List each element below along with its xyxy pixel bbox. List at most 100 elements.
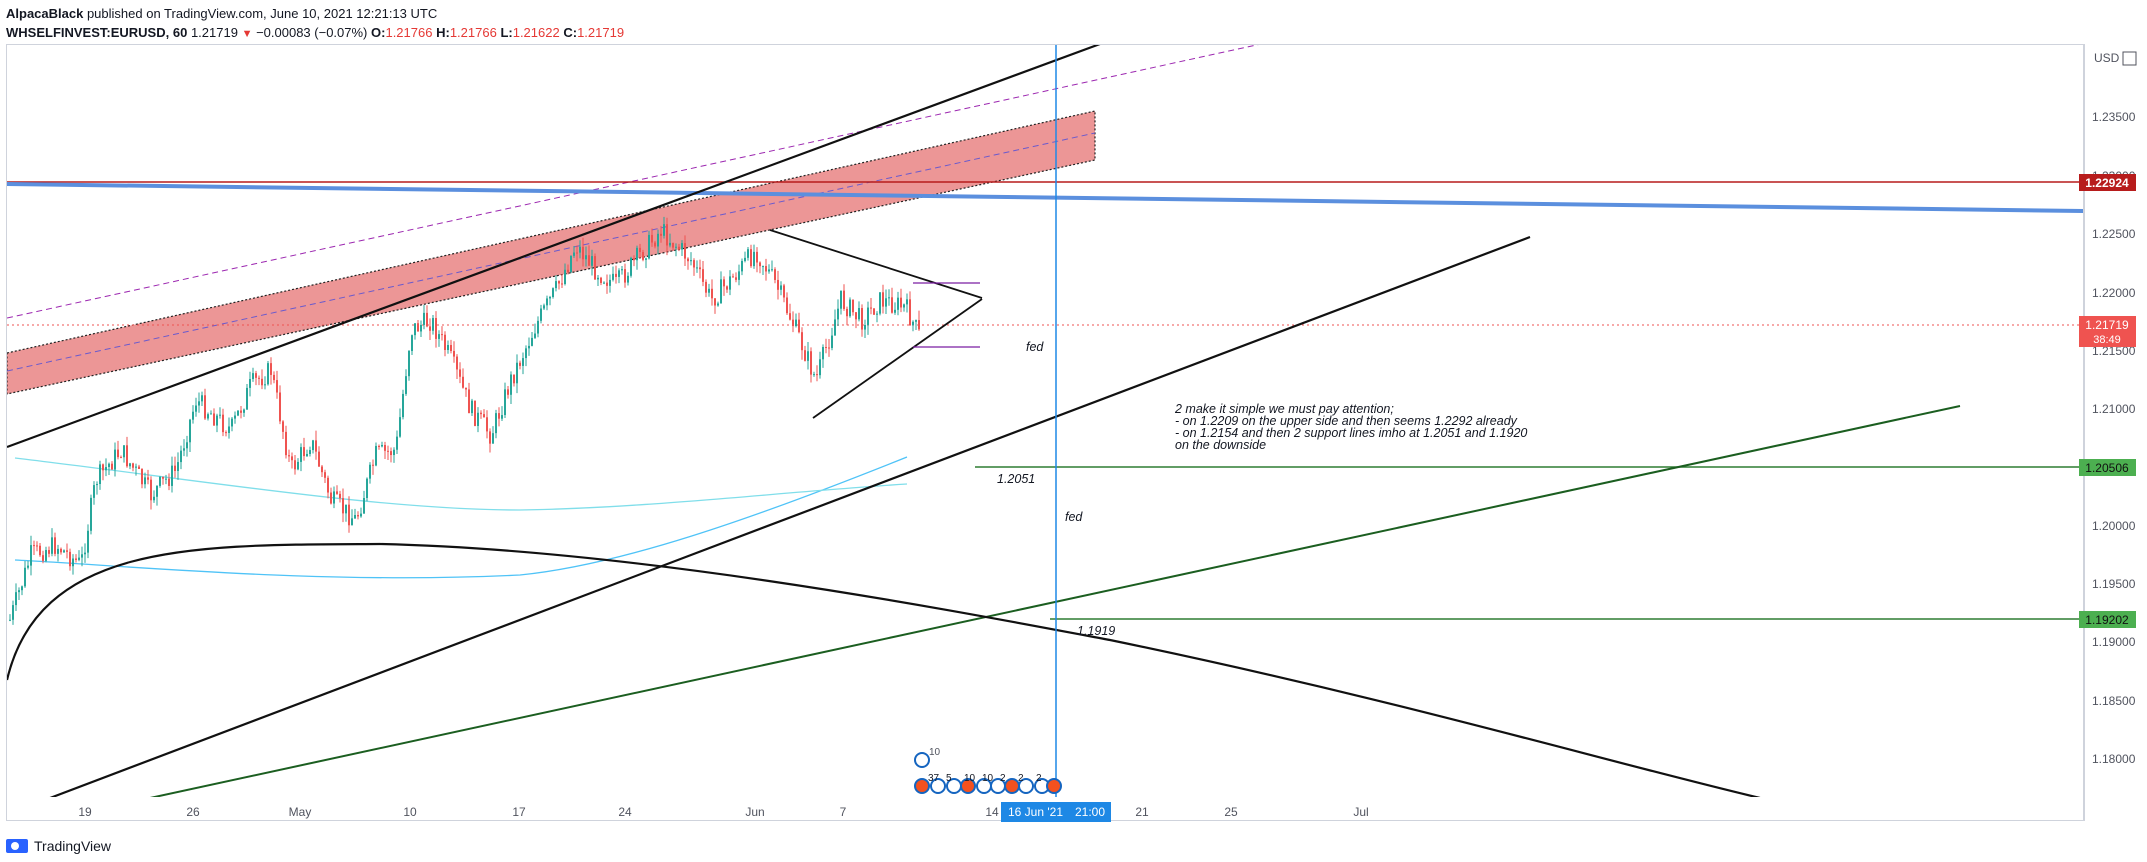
candle-body: [546, 298, 548, 306]
candle-body: [420, 324, 422, 332]
y-tick-label: 1.18000: [2092, 752, 2136, 766]
candle-body: [249, 379, 251, 388]
candle-body: [486, 417, 488, 432]
candle-body: [183, 448, 185, 451]
candle-body: [273, 374, 275, 381]
event-marker-icon[interactable]: [930, 778, 946, 794]
low-value: 1.21622: [512, 25, 560, 40]
candle-body: [687, 258, 689, 262]
event-marker-icon[interactable]: [1018, 778, 1034, 794]
candle-body: [570, 255, 572, 273]
candle-body: [165, 478, 167, 480]
candle-body: [210, 413, 212, 415]
candle-body: [375, 445, 377, 466]
time-axis[interactable]: 19 26 May 10 17 24 Jun 7 14 21 25 Jul: [78, 805, 1368, 819]
candle-body: [615, 273, 617, 277]
purple-dashed-line[interactable]: [7, 42, 1270, 319]
price-tag-current[interactable]: 1.21719 38:49: [2079, 316, 2136, 347]
candle-body: [807, 351, 809, 361]
candle-body: [180, 450, 182, 463]
candle-body: [894, 309, 896, 313]
event-marker-icon[interactable]: [960, 778, 976, 794]
candle-body: [789, 313, 791, 320]
candle-body: [9, 619, 11, 621]
candle-body: [174, 465, 176, 471]
black-uptrend-upper[interactable]: [7, 44, 1101, 449]
publish-info: published on TradingView.com, June 10, 2…: [86, 6, 438, 21]
event-flag-icon[interactable]: [914, 752, 930, 768]
fed-label-2[interactable]: fed: [1065, 510, 1083, 524]
triangle-lower-edge[interactable]: [812, 298, 983, 419]
high-value: 1.21766: [449, 25, 497, 40]
analysis-note-line-4[interactable]: on the downside: [1175, 438, 1266, 452]
fed-label-1[interactable]: fed: [1026, 340, 1044, 354]
candle-body: [780, 285, 782, 290]
candle-body: [27, 565, 29, 568]
drawings-layer: fed fed 1.2051 1.1919 2 make it simple w…: [7, 42, 2084, 798]
candle-body: [555, 281, 557, 289]
level-label-12051[interactable]: 1.2051: [997, 472, 1035, 486]
green-trend-line[interactable]: [149, 405, 1961, 798]
candle-body: [384, 444, 386, 451]
candle-body: [408, 351, 410, 377]
candle-body: [510, 374, 512, 395]
candle-body: [72, 558, 74, 567]
candle-body: [771, 269, 773, 271]
event-marker-icon[interactable]: [1004, 778, 1020, 794]
candle-body: [96, 484, 98, 486]
economic-events-strip[interactable]: 10 37 5 10 10 2 2 2: [914, 747, 1062, 794]
price-axis[interactable]: USD 1.235001.230001.225001.220001.215001…: [2092, 51, 2137, 766]
analysis-note-line-2[interactable]: - on 1.2209 on the upper side and then s…: [1175, 414, 1518, 428]
candle-body: [192, 411, 194, 420]
candle-body: [870, 307, 872, 309]
candle-body: [354, 515, 356, 519]
currency-box-icon[interactable]: [2122, 51, 2137, 66]
footer[interactable]: TradingView: [6, 838, 111, 854]
candle-body: [45, 550, 47, 561]
candle-body: [573, 252, 575, 256]
black-uptrend-lower[interactable]: [49, 235, 1531, 798]
ohlc-line: WHSELFINVEST:EURUSD, 60 1.21719 ▼ −0.000…: [6, 23, 624, 44]
analysis-note-line-1[interactable]: 2 make it simple we must pay attention;: [1174, 402, 1394, 416]
candle-body: [426, 312, 428, 327]
candle-body: [762, 266, 764, 268]
price-change: −0.00083 (−0.07%): [256, 25, 368, 40]
crosshair-date-tag[interactable]: 16 Jun '21 21:00: [1001, 802, 1111, 822]
candle-body: [432, 318, 434, 331]
candle-body: [159, 476, 161, 486]
symbol-label[interactable]: WHSELFINVEST:EURUSD, 60: [6, 25, 188, 40]
price-tag-upper[interactable]: 1.22924: [2079, 174, 2136, 191]
price-tag-low[interactable]: 1.19202: [2079, 611, 2136, 628]
red-channel-band[interactable]: [7, 110, 1096, 395]
x-tick-label: 24: [618, 805, 632, 819]
candle-body: [840, 290, 842, 309]
candle-body: [534, 333, 536, 338]
blue-trend-line[interactable]: [7, 182, 2084, 213]
candle-body: [201, 395, 203, 402]
y-tick-label: 1.18500: [2092, 694, 2136, 708]
triangle-upper-edge[interactable]: [769, 229, 983, 299]
candle-body: [651, 234, 653, 243]
currency-label[interactable]: USD: [2094, 51, 2120, 65]
candle-body: [267, 363, 269, 385]
author-name[interactable]: AlpacaBlack: [6, 6, 84, 21]
level-label-11919[interactable]: 1.1919: [1077, 624, 1115, 638]
down-arrow-icon: ▼: [241, 28, 253, 40]
event-marker-icon[interactable]: [1046, 778, 1062, 794]
candle-body: [714, 298, 716, 306]
candle-body: [891, 297, 893, 313]
price-tag-mid[interactable]: 1.20506: [2079, 459, 2136, 476]
analysis-note-line-3[interactable]: - on 1.2154 and then 2 support lines imh…: [1175, 426, 1527, 440]
candle-body: [618, 270, 620, 277]
close-value: 1.21719: [577, 25, 625, 40]
candle-body: [381, 444, 383, 447]
candle-body: [576, 252, 578, 254]
candle-body: [477, 412, 479, 426]
candle-body: [228, 426, 230, 433]
y-tick-label: 1.21500: [2092, 344, 2136, 358]
candle-body: [231, 418, 233, 427]
black-arc[interactable]: [7, 542, 1761, 798]
event-marker-icon[interactable]: [914, 778, 930, 794]
brand-name: TradingView: [34, 838, 112, 854]
